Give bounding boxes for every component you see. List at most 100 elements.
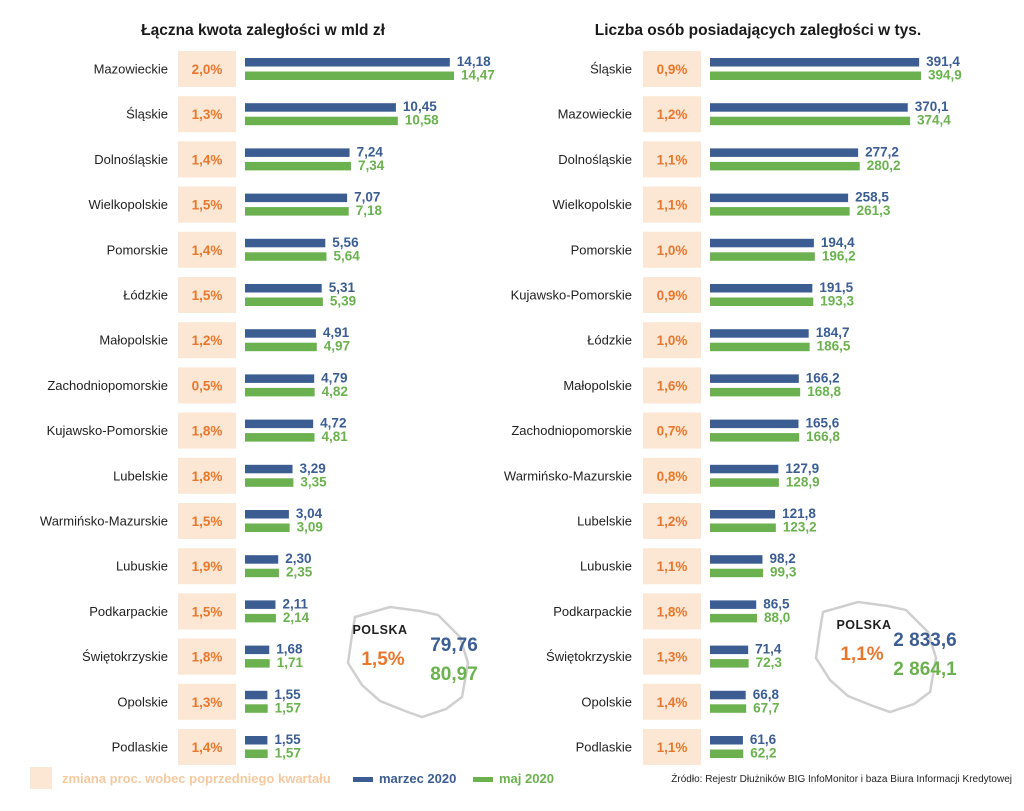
region-label: Warmińsko-Mazurskie	[40, 514, 168, 529]
region-label: Lubuskie	[580, 559, 632, 574]
value-label-may: 196,2	[822, 248, 856, 263]
value-label-may: 1,57	[275, 700, 301, 715]
bar-may	[710, 116, 911, 126]
change-pct-label: 1,1%	[657, 559, 688, 574]
change-pct-label: 1,4%	[657, 695, 688, 710]
region-label: Mazowieckie	[558, 107, 632, 122]
change-pct-label: 1,6%	[657, 378, 688, 393]
bar-may	[245, 659, 270, 668]
change-pct-box	[178, 548, 236, 585]
change-pct-label: 1,2%	[657, 107, 688, 122]
bar-may	[710, 478, 779, 487]
chart-row: Świętokrzyskie 1,8% 1,681,71	[82, 638, 303, 675]
chart-row: Podkarpackie 1,5% 2,112,14	[89, 593, 310, 630]
poland-total-label: POLSKA	[352, 623, 407, 637]
region-label: Opolskie	[117, 694, 168, 709]
chart-panel-2: Liczba osób posiadających zaległości w t…	[504, 22, 962, 765]
region-label: Kujawsko-Pomorskie	[47, 423, 168, 438]
change-pct-box	[178, 638, 236, 675]
source-note: Źródło: Rejestr Dłużników BIG InfoMonito…	[671, 772, 1012, 785]
change-pct-box	[178, 367, 236, 404]
bar-march	[710, 510, 776, 519]
value-label-march: 3,29	[300, 461, 326, 476]
value-label-may: 394,9	[928, 68, 962, 83]
value-label-may: 67,7	[753, 700, 779, 715]
bar-may	[710, 523, 776, 532]
value-label-march: 127,9	[785, 461, 819, 476]
bar-may	[245, 387, 315, 397]
value-label-march: 121,8	[782, 506, 816, 521]
bar-may	[245, 749, 268, 758]
value-label-march: 1,68	[276, 642, 303, 657]
poland-total-march: 2 833,6	[893, 630, 956, 651]
chart-row: Podlaskie 1,1% 61,662,2	[576, 729, 777, 765]
region-label: Lubelskie	[113, 468, 168, 483]
chart-row: Opolskie 1,4% 66,867,7	[581, 683, 780, 720]
value-label-may: 3,35	[300, 474, 327, 489]
poland-total-march: 79,76	[430, 635, 478, 656]
change-pct-label: 1,1%	[657, 198, 688, 213]
legend-swatch-march	[353, 777, 373, 782]
poland-total: POLSKA 1,1% 2 833,6 2 864,1	[836, 618, 957, 680]
change-pct-box	[643, 457, 701, 494]
value-label-may: 5,64	[333, 248, 360, 263]
region-label: Podkarpackie	[553, 604, 632, 619]
change-pct-label: 1,5%	[192, 288, 223, 303]
value-label-march: 66,8	[753, 687, 780, 702]
bar-march	[245, 58, 450, 67]
change-pct-box	[643, 638, 701, 675]
region-label: Śląskie	[590, 62, 632, 77]
chart-row: Warmińsko-Mazurskie 1,5% 3,043,09	[40, 503, 323, 539]
change-pct-label: 0,9%	[657, 62, 688, 77]
bar-may	[710, 207, 850, 216]
value-label-may: 128,9	[786, 474, 820, 489]
change-pct-label: 1,5%	[192, 514, 223, 529]
bar-may	[245, 613, 276, 623]
bar-may	[710, 252, 815, 261]
chart-row: Łódzkie 1,5% 5,315,39	[123, 277, 356, 313]
change-pct-label: 1,9%	[192, 559, 223, 574]
change-pct-box	[178, 412, 236, 449]
value-label-may: 1,57	[275, 746, 301, 761]
bar-may	[245, 342, 317, 352]
bar-march	[710, 284, 813, 293]
legend: zmiana proc. wobec poprzedniego kwartału…	[30, 767, 554, 789]
value-label-may: 4,81	[321, 429, 348, 444]
value-label-may: 88,0	[764, 610, 790, 625]
value-label-march: 7,07	[354, 190, 380, 205]
chart-row: Opolskie 1,3% 1,551,57	[117, 683, 301, 720]
poland-total-change: 1,1%	[840, 644, 883, 665]
chart-title: Liczba osób posiadających zaległości w t…	[595, 22, 921, 39]
bar-march	[245, 600, 276, 609]
bar-may	[710, 749, 744, 758]
region-label: Opolskie	[581, 694, 632, 709]
value-label-march: 2,30	[285, 551, 311, 566]
change-pct-box	[643, 548, 701, 585]
poland-total-label: POLSKA	[836, 618, 891, 632]
legend-swatch-change	[30, 767, 52, 789]
bar-march	[245, 148, 350, 157]
change-pct-box	[178, 231, 236, 268]
bar-march	[710, 238, 814, 248]
bar-march	[245, 464, 293, 474]
change-pct-label: 1,8%	[192, 469, 223, 484]
value-label-march: 165,6	[805, 416, 839, 431]
bar-march	[710, 736, 743, 745]
change-pct-label: 1,3%	[192, 107, 223, 122]
change-pct-box	[178, 457, 236, 494]
value-label-march: 277,2	[865, 144, 899, 159]
bar-may	[710, 568, 764, 578]
bar-may	[245, 71, 454, 80]
value-label-march: 4,91	[323, 325, 350, 340]
change-pct-box	[178, 277, 236, 313]
region-label: Świętokrzyskie	[546, 649, 632, 664]
bar-may	[710, 342, 810, 352]
change-pct-label: 1,5%	[192, 604, 223, 619]
value-label-march: 191,5	[819, 280, 853, 295]
bar-march	[710, 645, 749, 655]
chart-row: Podkarpackie 1,8% 86,588,0	[553, 593, 790, 630]
